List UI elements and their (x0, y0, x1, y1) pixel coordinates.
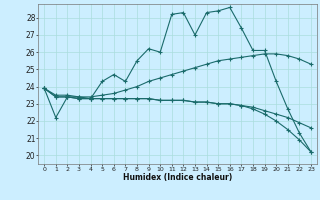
X-axis label: Humidex (Indice chaleur): Humidex (Indice chaleur) (123, 173, 232, 182)
